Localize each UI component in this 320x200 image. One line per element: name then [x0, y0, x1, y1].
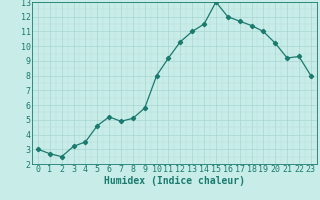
- X-axis label: Humidex (Indice chaleur): Humidex (Indice chaleur): [104, 176, 245, 186]
